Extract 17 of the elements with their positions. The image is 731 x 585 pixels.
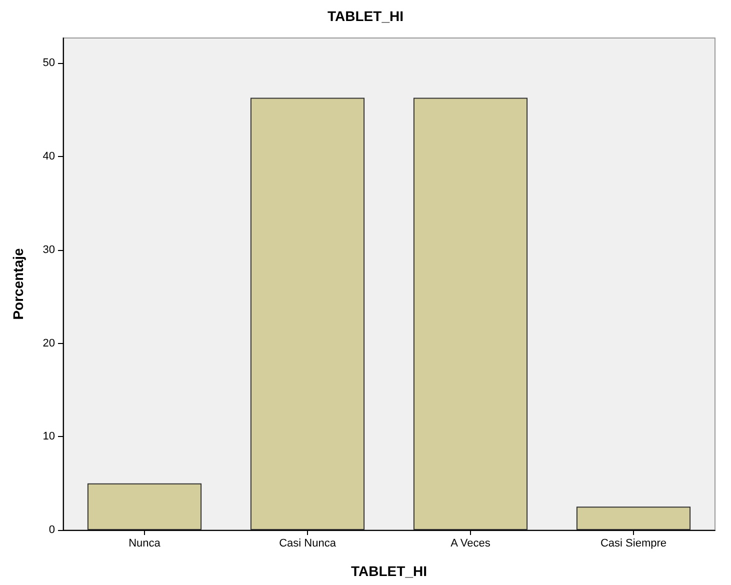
x-tick-label: A Veces (450, 538, 491, 550)
bar (87, 483, 202, 530)
y-axis-title: Porcentaje (10, 248, 26, 320)
bar (413, 98, 528, 530)
y-tick-label: 30 (42, 244, 55, 256)
y-tick-label: 20 (42, 337, 55, 350)
y-tick-label: 0 (48, 524, 55, 536)
bar (250, 98, 365, 530)
y-tick-label: 50 (42, 57, 55, 70)
y-tick-label: 10 (42, 430, 55, 443)
x-tick-label: Casi Nunca (279, 538, 337, 550)
x-tick-label: Nunca (128, 538, 162, 550)
x-axis-title: TABLET_HI (351, 563, 427, 579)
chart-title: TABLET_HI (328, 8, 404, 24)
bar (576, 506, 691, 530)
y-tick-label: 40 (42, 150, 55, 163)
x-tick-label: Casi Siempre (600, 538, 667, 550)
